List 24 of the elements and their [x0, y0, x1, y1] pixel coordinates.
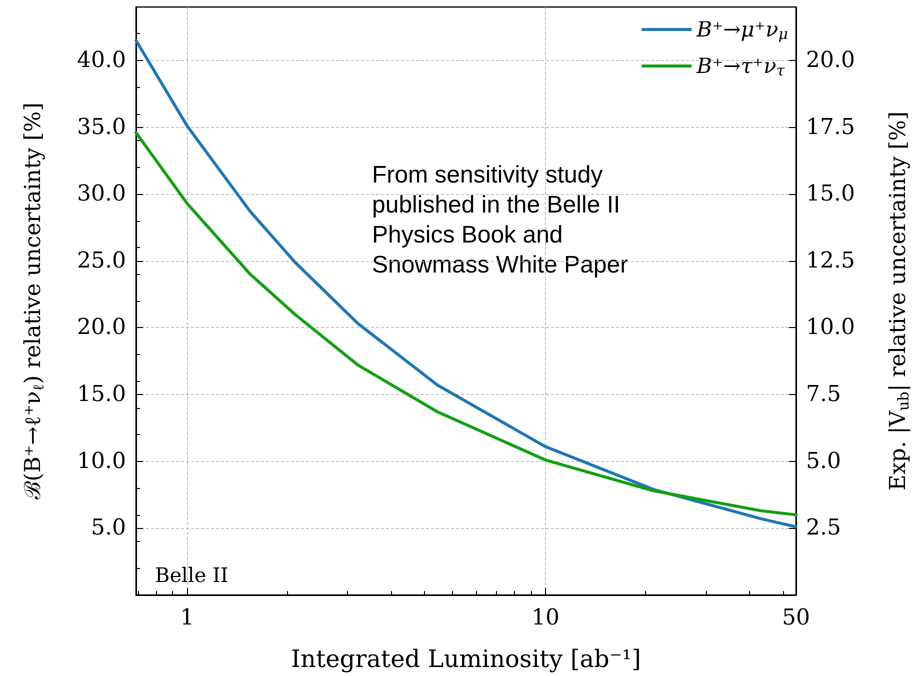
y-tick-label: 35.0	[77, 114, 126, 140]
y-tick-label: 40.0	[77, 48, 126, 73]
y-axis-title: ℬ(B⁺→ℓ⁺νℓ) relative uncertainty [%]	[21, 102, 48, 500]
x-tick-label: 50	[782, 606, 810, 630]
y2-tick-label: 10.0	[806, 315, 855, 340]
y2-tick-label: 5.0	[806, 448, 841, 474]
x-axis-title: Integrated Luminosity [ab⁻¹]	[290, 645, 642, 673]
y-tick-label: 25.0	[77, 248, 126, 274]
y-tick-label: 5.0	[91, 516, 126, 541]
annotation: Belle II	[155, 563, 228, 587]
annotation: From sensitivity study published in the Belle II Physics Book and Snowmass White Paper	[372, 162, 628, 278]
y-tick-label: 15.0	[77, 382, 126, 408]
y-tick-label: 20.0	[77, 315, 126, 340]
y2-tick-label: 12.5	[806, 248, 855, 274]
x-tick-label: 10	[532, 606, 560, 630]
y2-tick-label: 20.0	[806, 48, 855, 73]
y2-tick-label: 17.5	[806, 114, 855, 140]
y2-axis-title: Exp. |Vub| relative uncertainty [%]	[886, 111, 912, 491]
y2-tick-label: 15.0	[806, 182, 855, 207]
y2-tick-label: 7.5	[806, 382, 841, 408]
y-tick-label: 10.0	[77, 448, 126, 474]
y2-tick-label: 2.5	[806, 516, 841, 541]
x-tick-label: 1	[180, 606, 194, 630]
y-tick-label: 30.0	[77, 182, 126, 207]
